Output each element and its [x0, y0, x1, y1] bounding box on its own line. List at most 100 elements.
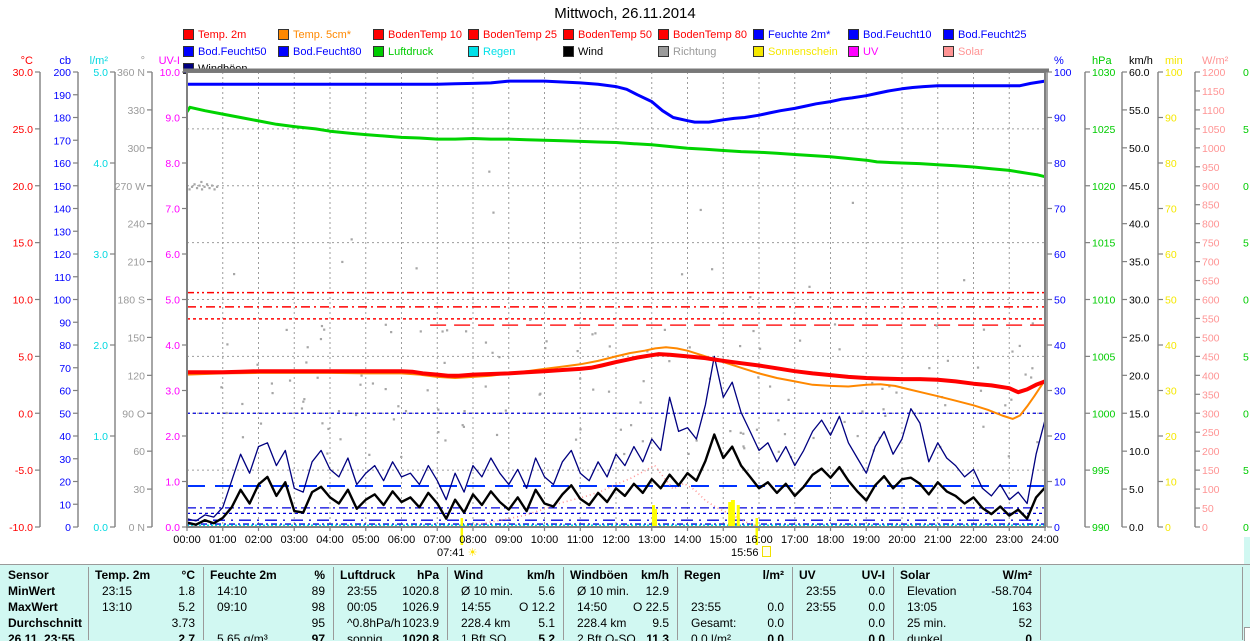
wind-direction-dot [699, 208, 702, 212]
wind-direction-dot [306, 346, 309, 349]
axis-unit-label: hPa [1092, 55, 1112, 67]
axis-tick-label: 5.0 [165, 295, 180, 307]
clipped-axis-label: 5 [1243, 238, 1249, 250]
axis-tick-label: 1010 [1092, 295, 1116, 307]
legend-swatch-icon [183, 46, 194, 57]
table-cell: 23:15 [102, 584, 133, 598]
legend-item: Solar [943, 43, 1038, 60]
axis-tick-label: 90 [59, 317, 71, 329]
axis-tick-label: 100 [1054, 67, 1072, 79]
wind-direction-dot [492, 211, 495, 214]
axis-tick-label: 40 [1054, 340, 1066, 352]
table-column-unit: °C [181, 568, 195, 582]
clipped-axis-label: 5 [1243, 465, 1249, 477]
legend-swatch-icon [658, 46, 669, 57]
wind-direction-dot [404, 409, 408, 413]
axis-tick-label: 500 [1202, 332, 1220, 344]
legend-label: Richtung [673, 45, 717, 58]
wind-direction-dot [426, 389, 429, 392]
wind-direction-dot [195, 187, 199, 190]
wind-direction-dot [444, 439, 447, 442]
table-cell: sonnig [347, 632, 383, 641]
legend-item: Wind [563, 43, 658, 60]
hour-label: 15:00 [709, 534, 737, 546]
wind-direction-dot [354, 413, 358, 417]
wind-direction-dot [758, 347, 762, 350]
axis-unit-label: l/m² [90, 55, 109, 67]
hour-label: 03:00 [280, 534, 308, 546]
axis-tick-label: 170 [53, 135, 71, 147]
wind-direction-dot [856, 434, 859, 438]
wind-direction-dot [300, 407, 304, 410]
wind-direction-dot [538, 393, 541, 396]
axis-tick-label: 20 [1165, 431, 1177, 443]
wind-direction-dot [1024, 373, 1027, 376]
legend-label: Bod.Feucht50 [198, 45, 267, 58]
axis-tick-label: 50 [1202, 503, 1214, 515]
axis-tick-label: 30.0 [13, 67, 34, 79]
table-divider [447, 567, 448, 640]
wind-direction-dot [465, 330, 468, 333]
legend-label: Regen [483, 45, 516, 58]
wind-direction-dot [623, 452, 626, 456]
table-cell-value: 1026.9 [402, 600, 439, 614]
axis-tick-label: 10.0 [1129, 446, 1150, 458]
legend-item: BodenTemp 25 [468, 26, 563, 43]
hour-label: 06:00 [388, 534, 416, 546]
legend-swatch-icon [468, 46, 479, 57]
axis-tick-label: 30 [1165, 386, 1177, 398]
legend-item: Regen [468, 43, 563, 60]
axis-tick-label: 120 [127, 370, 145, 382]
table-cell: 23:55 [347, 584, 378, 598]
axis-tick-label: 995 [1092, 465, 1110, 477]
axis-tick-label: 750 [1202, 238, 1220, 250]
axis-tick-label: 4.0 [93, 158, 108, 170]
table-divider [893, 567, 894, 640]
axis-tick-label: 30 [1054, 386, 1066, 398]
axis-tick-label: 150 [127, 332, 145, 344]
axis-tick-label: 5.0 [18, 351, 33, 363]
table-divider [792, 567, 793, 640]
axis-tick-label: 25.0 [1129, 332, 1150, 344]
table-cell: 14:10 [217, 584, 248, 598]
table-column-unit: hPa [416, 568, 439, 582]
axis-tick-label: 20.0 [1129, 370, 1150, 382]
axis-tick-label: 250 [1202, 427, 1220, 439]
table-cell-value: 0.0 [767, 616, 784, 630]
table-cell-value: 163 [1011, 600, 1032, 614]
wind-direction-dot [742, 432, 745, 435]
axis-tick-label: 700 [1202, 257, 1220, 269]
wind-direction-dot [461, 424, 464, 427]
wind-direction-dot [384, 323, 387, 326]
legend-swatch-icon [278, 46, 289, 57]
table-cell: 5.65 g/m³ [217, 632, 268, 641]
legend-swatch-icon [468, 29, 479, 40]
axis-tick-label: 600 [1202, 295, 1220, 307]
axis-tick-label: 80 [59, 340, 71, 352]
legend-item: Bod.Feucht50 [183, 43, 278, 60]
hour-label: 10:00 [531, 534, 559, 546]
axis-tick-label: 140 [53, 204, 71, 216]
table-cell-value: 1020.8 [402, 584, 439, 598]
wind-direction-dot [305, 361, 308, 364]
wind-direction-dot [871, 381, 874, 385]
legend-swatch-icon [373, 29, 384, 40]
table-column-name: Wind [454, 568, 484, 582]
hour-label: 07:00 [423, 534, 451, 546]
legend-item: Temp. 5cm* [278, 26, 373, 43]
sunshine-bar [730, 500, 735, 527]
wind-direction-dot [484, 385, 487, 388]
wind-direction-dot [437, 408, 440, 411]
wind-direction-dot [443, 361, 446, 364]
axis-tick-label: 0 N [129, 522, 145, 534]
hour-label: 00:00 [173, 534, 201, 546]
table-column-unit: % [314, 568, 325, 582]
table-cell: Gesamt: [691, 616, 737, 630]
axis-tick-label: 20 [59, 477, 71, 489]
axis-tick-label: 2.0 [93, 340, 108, 352]
legend-label: Wind [578, 45, 604, 58]
sun-event-tick [755, 518, 758, 545]
axis-tick-label: 60 [1165, 249, 1177, 261]
legend-label: Temp. 2m [198, 28, 247, 41]
table-cell: 228.4 km [461, 616, 511, 630]
